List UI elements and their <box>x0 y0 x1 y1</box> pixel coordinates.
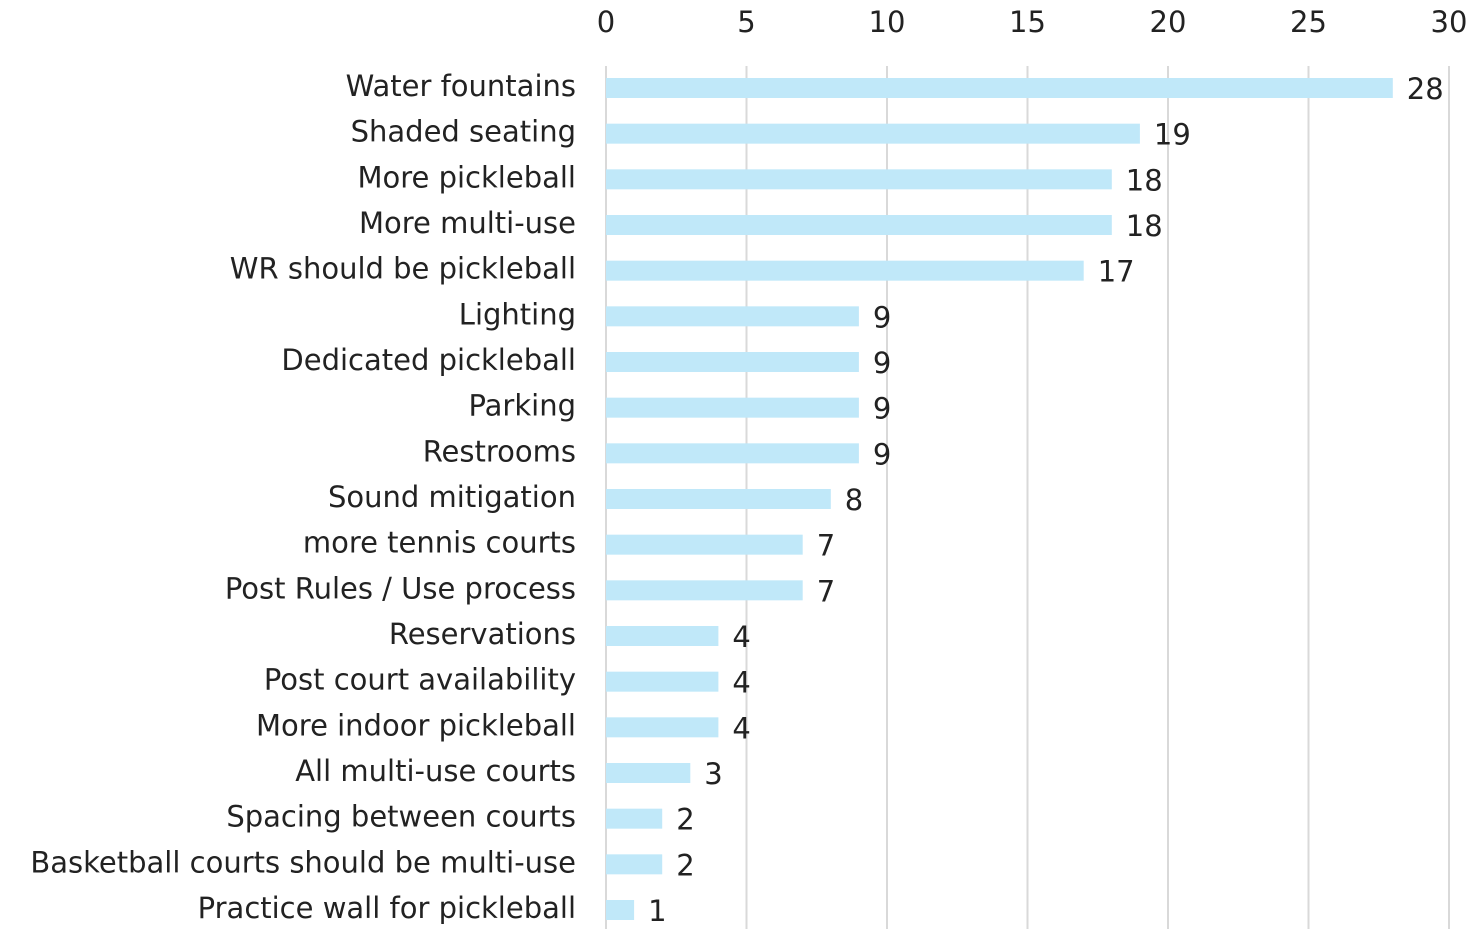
data-label: 1 <box>648 894 666 928</box>
data-label: 9 <box>873 437 891 471</box>
data-label: 19 <box>1154 118 1191 152</box>
data-label: 4 <box>732 711 750 745</box>
data-label: 4 <box>732 666 750 700</box>
x-tick-label: 10 <box>869 5 906 39</box>
bar <box>606 443 859 464</box>
y-tick-label: Practice wall for pickleball <box>198 891 576 925</box>
bar <box>606 854 663 875</box>
bar <box>606 78 1393 98</box>
x-tick-label: 30 <box>1431 5 1468 39</box>
y-tick-label: Spacing between courts <box>226 800 576 834</box>
data-label: 7 <box>817 574 835 608</box>
x-tick-label: 25 <box>1290 5 1327 39</box>
y-tick-label: Dedicated pickleball <box>281 343 576 377</box>
x-tick-label: 5 <box>737 5 755 39</box>
bar <box>606 580 803 601</box>
data-label: 7 <box>817 529 835 563</box>
data-label: 2 <box>676 803 694 837</box>
bar <box>606 169 1112 190</box>
bar <box>606 717 719 738</box>
bar <box>606 215 1112 235</box>
bar <box>606 306 859 327</box>
y-tick-label: Basketball courts should be multi-use <box>30 845 576 879</box>
bar <box>606 671 719 692</box>
bar <box>606 626 719 646</box>
bar <box>606 123 1140 144</box>
data-label: 9 <box>873 346 891 380</box>
y-tick-label: Reservations <box>389 617 576 651</box>
bar <box>606 260 1084 281</box>
data-label: 18 <box>1126 163 1163 197</box>
y-tick-label: All multi-use courts <box>295 754 576 788</box>
x-tick-label: 15 <box>1009 5 1046 39</box>
data-label: 9 <box>873 392 891 426</box>
data-label: 17 <box>1098 255 1135 289</box>
y-tick-label: Post Rules / Use process <box>225 571 576 605</box>
y-tick-label: Restrooms <box>423 434 576 468</box>
y-tick-label: Parking <box>468 389 576 423</box>
bar <box>606 534 803 555</box>
x-tick-label: 20 <box>1150 5 1187 39</box>
bar <box>606 489 831 509</box>
data-label: 4 <box>732 620 750 654</box>
data-label: 2 <box>676 848 694 882</box>
y-tick-label: Water fountains <box>346 69 576 103</box>
y-tick-label: More multi-use <box>359 206 576 240</box>
data-label: 8 <box>845 483 863 517</box>
y-tick-label: more tennis courts <box>303 526 576 560</box>
y-tick-label: Sound mitigation <box>328 480 576 514</box>
y-tick-label: More indoor pickleball <box>256 708 576 742</box>
bar <box>606 352 859 372</box>
y-tick-label: More pickleball <box>357 160 576 194</box>
x-tick-label: 0 <box>597 5 615 39</box>
data-label: 28 <box>1407 72 1444 106</box>
bar <box>606 397 859 418</box>
y-tick-label: WR should be pickleball <box>230 252 576 286</box>
data-label: 3 <box>704 757 722 791</box>
bar <box>606 763 691 783</box>
data-label: 9 <box>873 300 891 334</box>
bar <box>606 808 663 829</box>
y-tick-label: Shaded seating <box>351 115 576 149</box>
y-tick-label: Post court availability <box>264 663 576 697</box>
bar <box>606 900 635 920</box>
data-label: 18 <box>1126 209 1163 243</box>
y-tick-label: Lighting <box>459 297 576 331</box>
